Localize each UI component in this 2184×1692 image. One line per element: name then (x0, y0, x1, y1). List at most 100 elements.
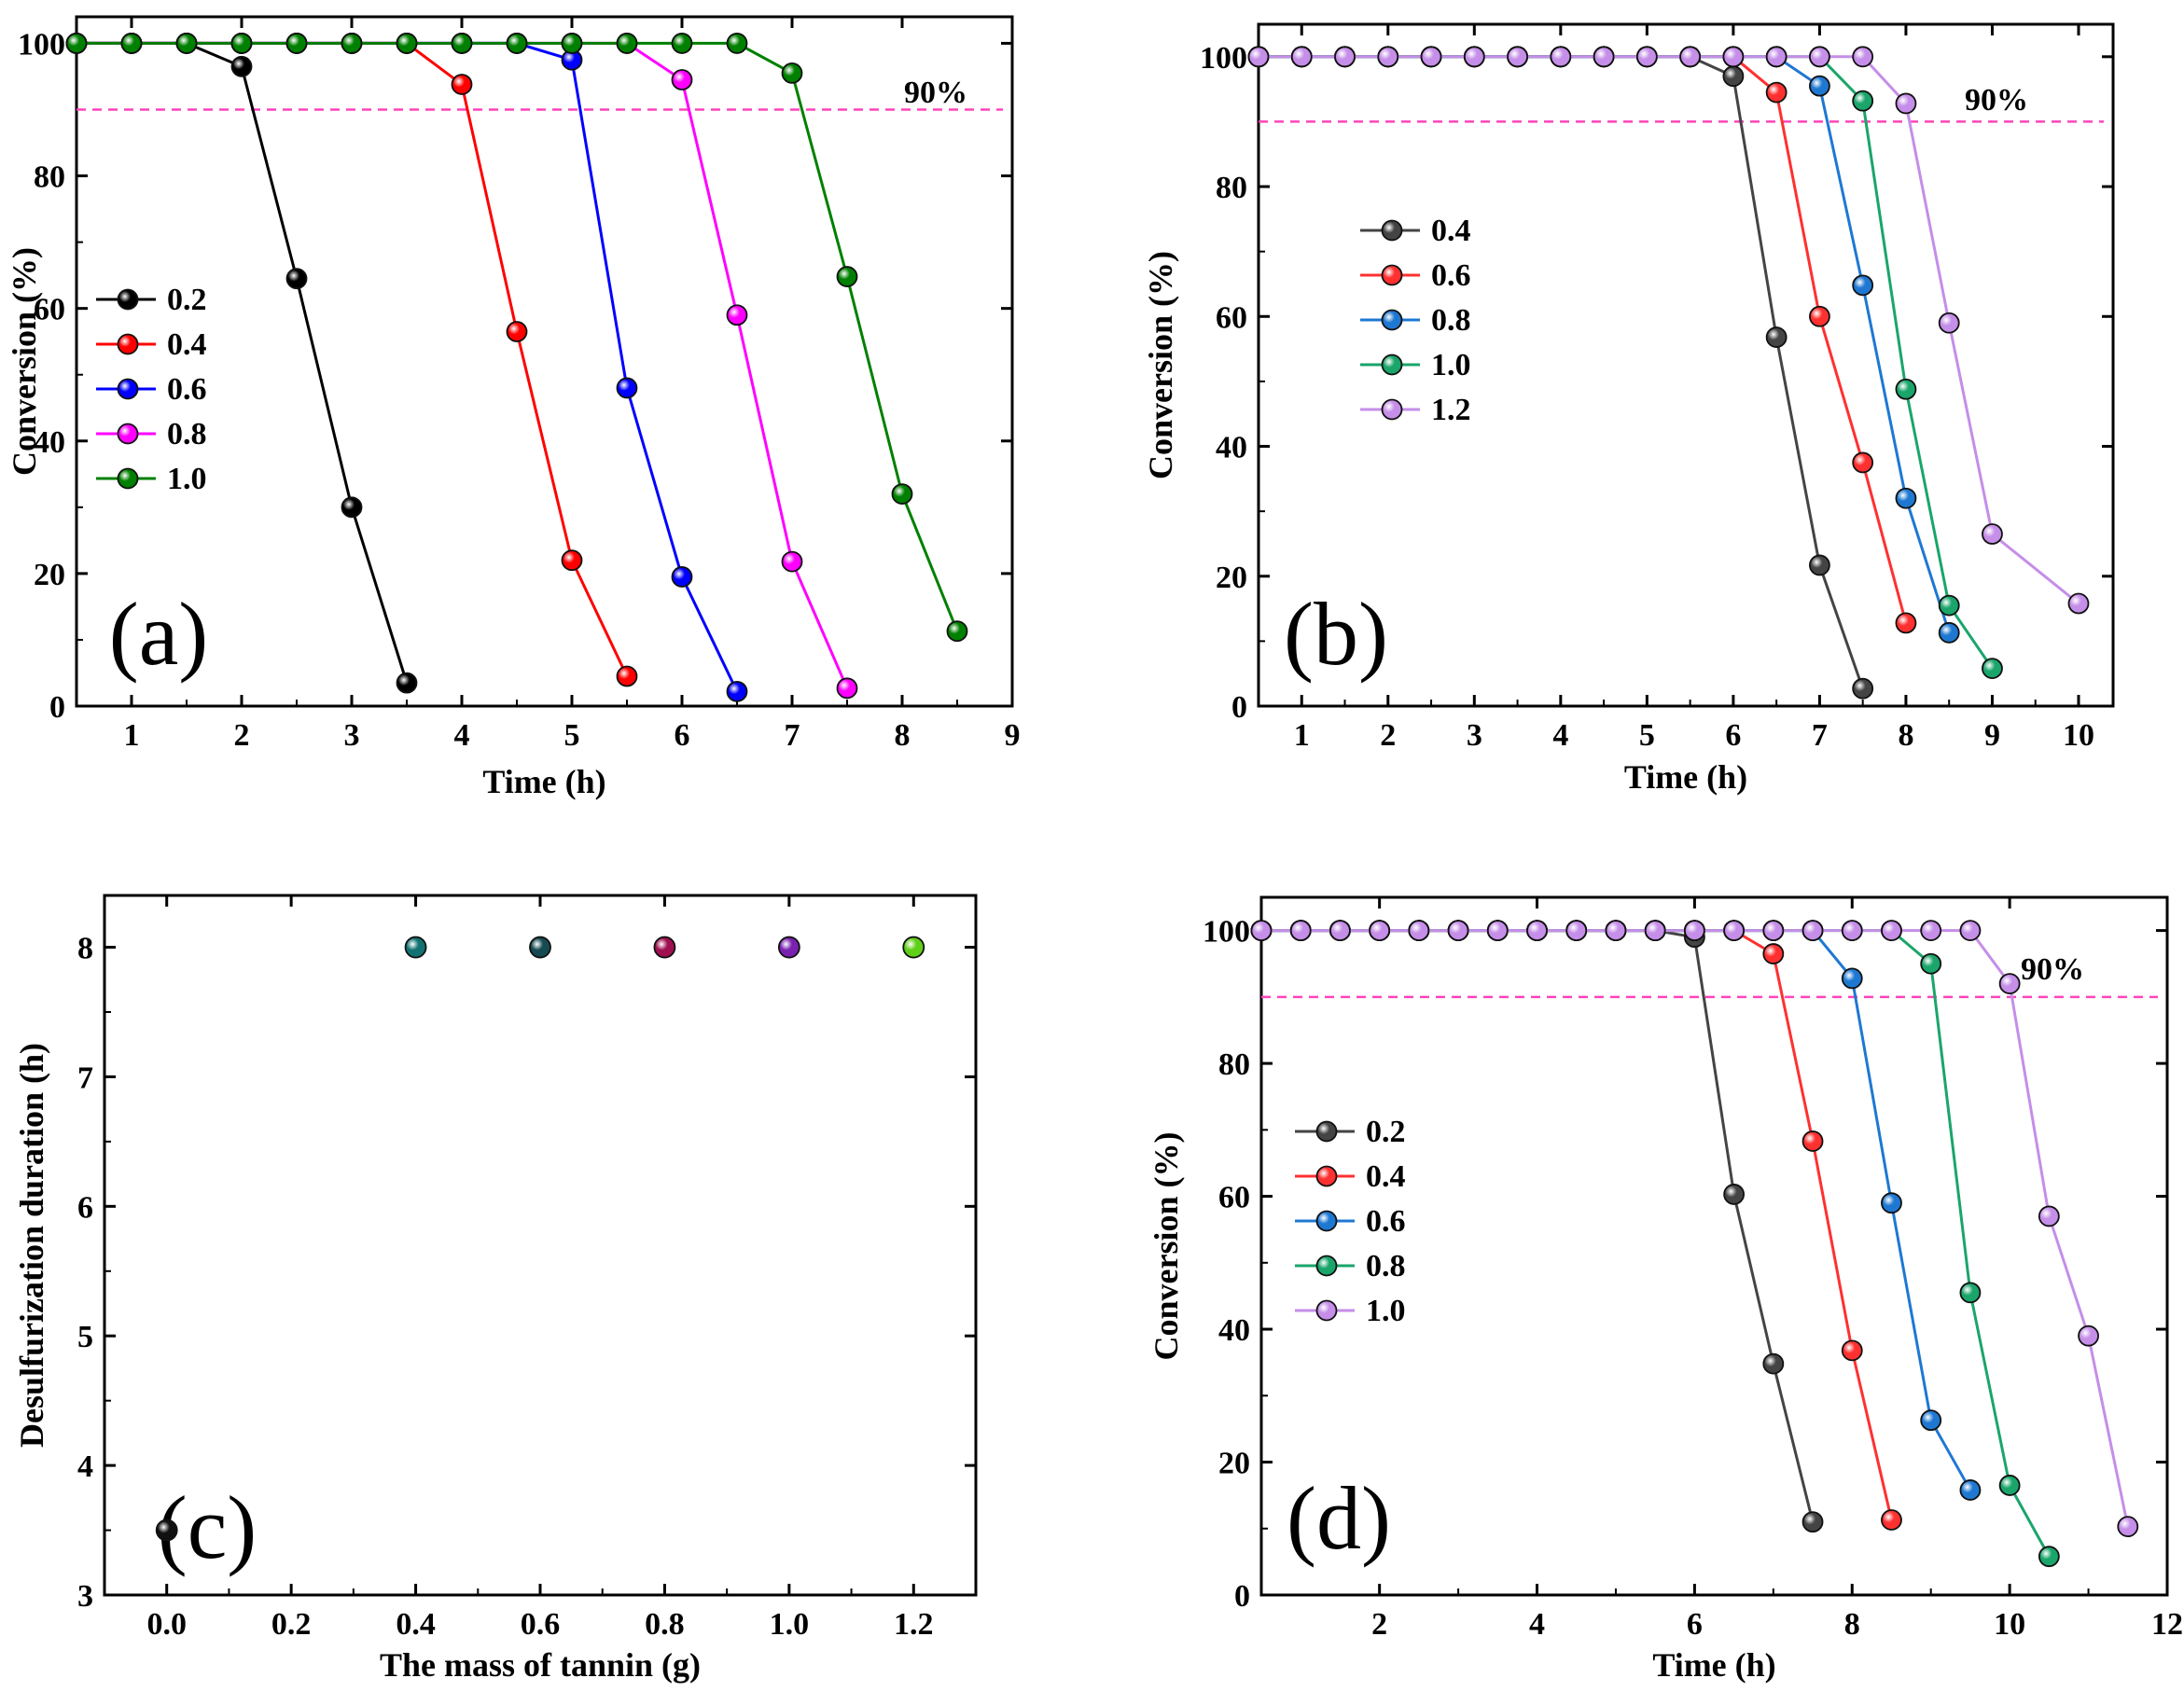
panel-a: 1 2 3 4 5 6 7 8 9 0 20 40 60 80 100 Time (h) Conversion … (6, 15, 1021, 800)
y-tick-label: 0 (1234, 1579, 1250, 1614)
x-tick-label: 0.2 (271, 1607, 312, 1642)
data-point (1723, 920, 1746, 942)
y-tick-label: 5 (77, 1320, 93, 1354)
x-tick-label: 12 (2151, 1607, 2183, 1642)
data-point (616, 33, 638, 54)
legend-marker (1315, 1120, 1338, 1143)
data-point (1959, 1479, 1982, 1501)
data-point (1369, 920, 1391, 942)
y-tick-label: 4 (77, 1449, 93, 1484)
y-tick-label: 40 (1216, 431, 1247, 465)
y-axis-title: Conversion (%) (6, 247, 43, 476)
data-point (285, 33, 308, 54)
data-point (1377, 46, 1399, 68)
y-axis-title: Conversion (%) (1148, 1132, 1185, 1361)
data-point (1809, 305, 1830, 327)
x-tick-label: 8 (1844, 1607, 1860, 1642)
data-point (451, 74, 473, 95)
data-point (1809, 75, 1830, 97)
data-point (1289, 920, 1312, 942)
series-0.6 (1250, 920, 1982, 1501)
data-point (1723, 1184, 1746, 1205)
data-point (1841, 967, 1863, 990)
y-tick-label: 0 (1231, 690, 1247, 725)
legend-label: 1.0 (1431, 348, 1471, 382)
data-point (529, 936, 551, 959)
x-tick-label: 2 (1380, 718, 1396, 753)
data-point (616, 377, 638, 399)
x-tick-label: 7 (1812, 718, 1828, 753)
reference-line-label: 90% (904, 76, 967, 110)
x-axis-title: Time (h) (1624, 758, 1747, 796)
y-tick-label: 40 (34, 425, 65, 460)
panel-label: (b) (1284, 584, 1388, 684)
legend-label: 0.4 (167, 327, 207, 362)
x-tick-label: 9 (1005, 718, 1021, 753)
y-axis-title: Desulfurization duration (h) (13, 1043, 50, 1448)
legend-label: 0.6 (1366, 1204, 1406, 1239)
data-point (726, 33, 748, 54)
data-point (2038, 1205, 2060, 1227)
data-point (561, 549, 583, 572)
data-point (1635, 46, 1658, 68)
data-point (1852, 274, 1874, 297)
data-point (1722, 65, 1745, 88)
data-point (506, 321, 528, 342)
data-point (1765, 46, 1788, 68)
data-point (1507, 46, 1528, 68)
series-line (1261, 929, 1815, 1523)
x-tick-label: 9 (1984, 718, 2000, 753)
data-point (396, 33, 418, 54)
data-point (1486, 920, 1509, 942)
x-tick-label: 0.0 (146, 1607, 187, 1642)
y-tick-label: 3 (77, 1579, 93, 1614)
x-axis-title: Time (h) (482, 763, 605, 800)
y-tick-label: 100 (18, 27, 65, 62)
series-0.8 (1247, 46, 1960, 644)
data-point (1765, 326, 1788, 348)
data-point (1895, 612, 1917, 634)
data-point (1841, 920, 1863, 942)
legend-label: 0.4 (1366, 1159, 1406, 1194)
data-point (1959, 920, 1982, 942)
data-point (1852, 46, 1874, 68)
data-point (120, 33, 143, 54)
legend-label: 0.4 (1431, 214, 1471, 248)
legend-marker (1381, 354, 1403, 376)
legend-marker (1315, 1210, 1338, 1232)
data-point (836, 266, 858, 287)
data-point (230, 55, 253, 77)
data-point (1998, 973, 2021, 995)
data-point (1881, 1192, 1902, 1214)
data-point (781, 62, 803, 84)
y-tick-label: 8 (77, 932, 93, 966)
x-tick-label: 10 (2063, 718, 2094, 753)
data-point (1329, 920, 1351, 942)
x-tick-label: 6 (1687, 1607, 1703, 1642)
y-tick-label: 7 (77, 1061, 93, 1095)
data-point (777, 936, 800, 959)
x-axis-title: Time (h) (1652, 1646, 1775, 1684)
legend-marker (117, 467, 139, 490)
data-point (1959, 1282, 1982, 1304)
data-point (1334, 46, 1356, 68)
data-point (1463, 46, 1485, 68)
x-tick-label: 2 (1371, 1607, 1387, 1642)
data-point (902, 936, 925, 959)
y-tick-label: 60 (34, 293, 65, 327)
legend-marker (117, 333, 139, 355)
series-line (1259, 55, 1994, 670)
data-point (1250, 920, 1273, 942)
data-point (1447, 920, 1469, 942)
data-point (1550, 46, 1572, 68)
reference-line-label: 90% (1965, 83, 2028, 118)
x-tick-label: 4 (1552, 718, 1568, 753)
data-point (1644, 920, 1666, 942)
x-tick-label: 3 (344, 718, 360, 753)
data-point (1801, 920, 1824, 942)
legend-label: 0.2 (167, 283, 207, 317)
legend-label: 0.6 (167, 372, 207, 407)
legend-label: 0.2 (1366, 1115, 1406, 1149)
legend-marker (1315, 1299, 1338, 1322)
legend-label: 1.2 (1431, 393, 1471, 427)
